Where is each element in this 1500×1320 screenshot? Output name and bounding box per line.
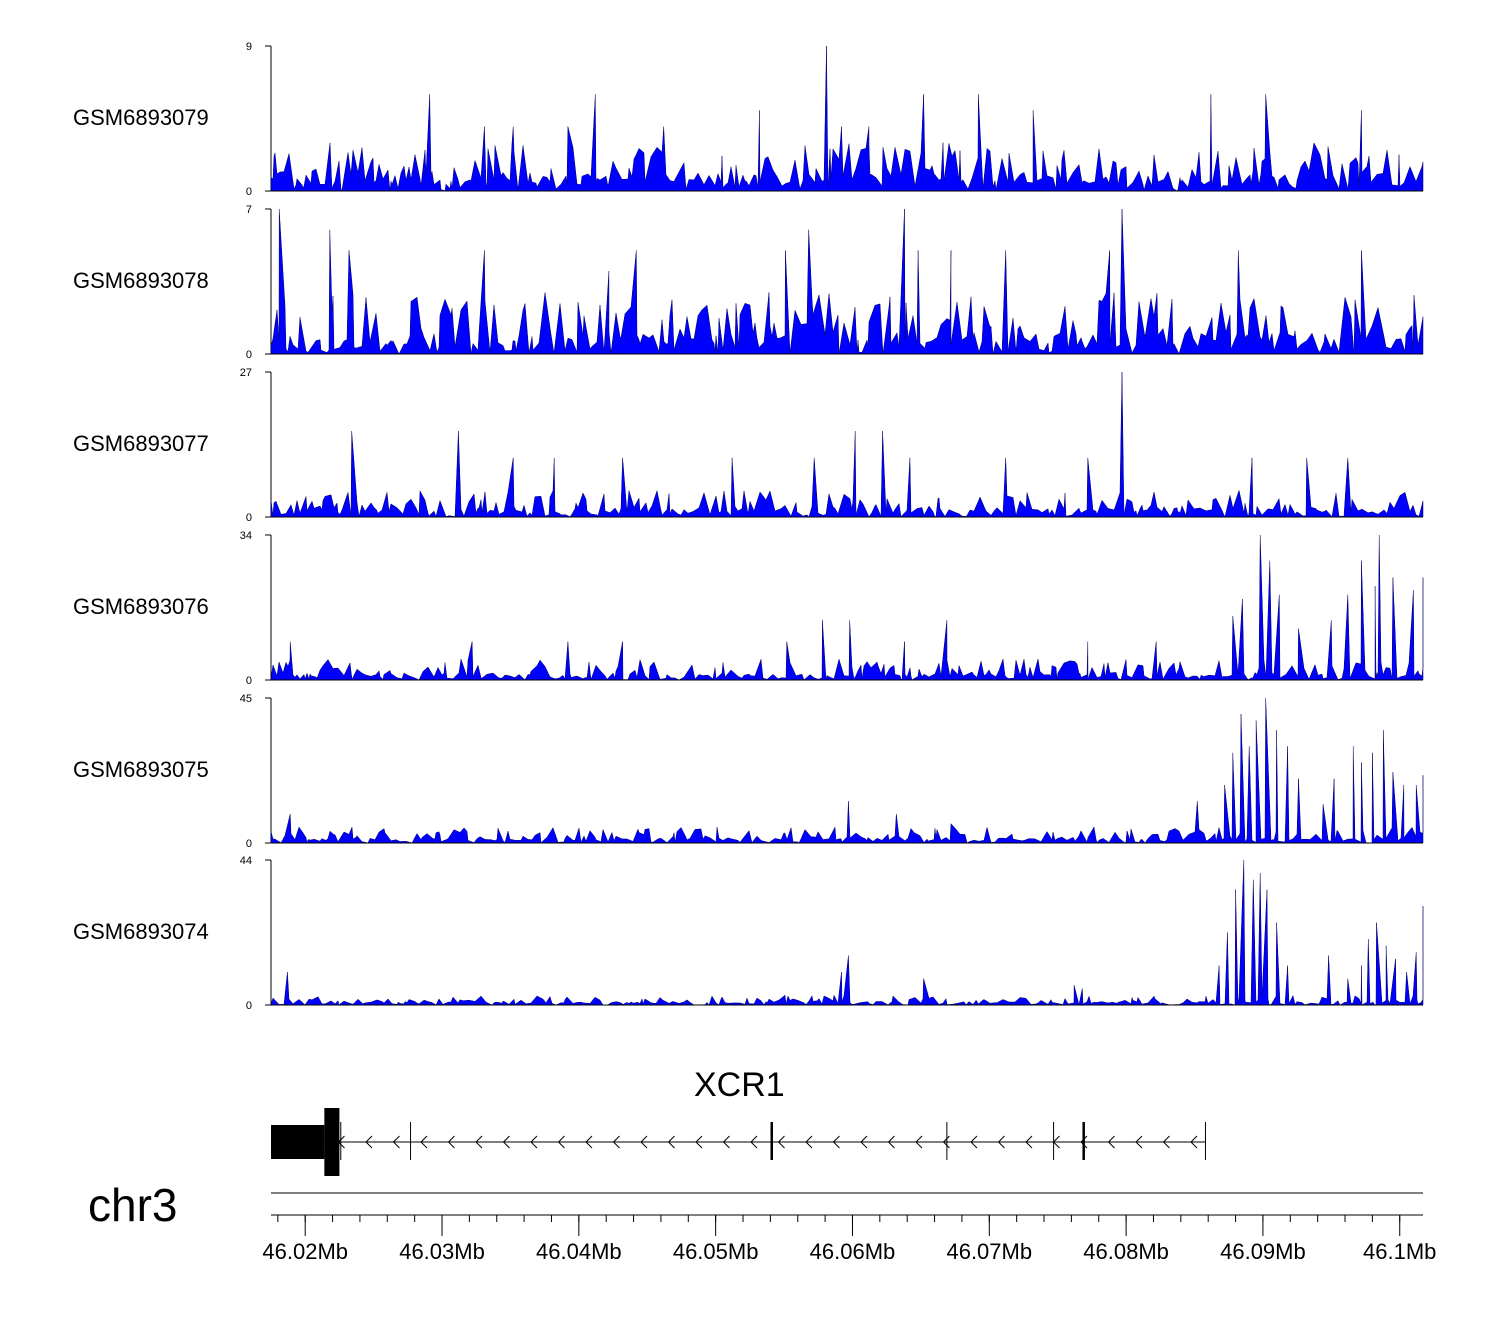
gene-strand-arrow bbox=[585, 1135, 593, 1149]
track-label-6: GSM6893074 bbox=[73, 919, 209, 944]
gene-strand-arrow bbox=[695, 1135, 703, 1149]
gene-strand-arrow bbox=[832, 1135, 840, 1149]
gene-strand-arrow bbox=[722, 1135, 730, 1149]
chromosome-label: chr3 bbox=[88, 1179, 178, 1231]
gene-strand-arrow bbox=[365, 1135, 373, 1149]
track-ymin-label: 0 bbox=[246, 838, 252, 850]
track-ymin-label: 0 bbox=[246, 675, 252, 687]
coverage-area-5 bbox=[270, 697, 1424, 844]
track-label-5: GSM6893075 bbox=[73, 757, 209, 782]
gene-strand-arrow bbox=[750, 1135, 758, 1149]
track-ymax-label: 34 bbox=[240, 530, 252, 542]
gene-strand-arrow bbox=[502, 1135, 510, 1149]
gene-strand-arrow bbox=[612, 1135, 620, 1149]
gene-strand-arrow bbox=[640, 1135, 648, 1149]
genome-tick-label: 46.09Mb bbox=[1220, 1239, 1306, 1264]
gene-label: XCR1 bbox=[694, 1066, 785, 1104]
track-label-1: GSM6893079 bbox=[73, 105, 209, 130]
track-ymax-label: 45 bbox=[240, 693, 252, 705]
track-label-4: GSM6893076 bbox=[73, 594, 209, 619]
genome-tick-label: 46.08Mb bbox=[1083, 1239, 1169, 1264]
gene-utr-block bbox=[271, 1125, 325, 1159]
gene-strand-arrow bbox=[1162, 1135, 1170, 1149]
gene-strand-arrow bbox=[1025, 1135, 1033, 1149]
gene-strand-arrow bbox=[1135, 1135, 1143, 1149]
coverage-area-4 bbox=[270, 534, 1424, 681]
gene-strand-arrow bbox=[942, 1135, 950, 1149]
genome-tick-label: 46.1Mb bbox=[1363, 1239, 1436, 1264]
gene-strand-arrow bbox=[1190, 1135, 1198, 1149]
gene-strand-arrow bbox=[392, 1135, 400, 1149]
track-label-2: GSM6893078 bbox=[73, 268, 209, 293]
track-ymax-label: 44 bbox=[240, 855, 252, 867]
gene-strand-arrow bbox=[475, 1135, 483, 1149]
track-ymax-label: 9 bbox=[246, 41, 252, 53]
gene-strand-arrow bbox=[970, 1135, 978, 1149]
track-ymin-label: 0 bbox=[246, 186, 252, 198]
genome-tick-label: 46.03Mb bbox=[399, 1239, 485, 1264]
gene-strand-arrow bbox=[667, 1135, 675, 1149]
genome-tick-label: 46.05Mb bbox=[673, 1239, 759, 1264]
gene-strand-arrow bbox=[860, 1135, 868, 1149]
track-ymin-label: 0 bbox=[246, 1000, 252, 1012]
gene-strand-arrow bbox=[447, 1135, 455, 1149]
track-label-3: GSM6893077 bbox=[73, 431, 209, 456]
gene-strand-arrow bbox=[887, 1135, 895, 1149]
gene-strand-arrow bbox=[1080, 1135, 1088, 1149]
gene-strand-arrow bbox=[805, 1135, 813, 1149]
gene-cds-block bbox=[324, 1108, 340, 1176]
gene-strand-arrow bbox=[777, 1135, 785, 1149]
genome-tick-label: 46.06Mb bbox=[810, 1239, 896, 1264]
genome-tick-label: 46.07Mb bbox=[946, 1239, 1032, 1264]
gene-strand-arrow bbox=[1107, 1135, 1115, 1149]
track-ymax-label: 27 bbox=[240, 367, 252, 379]
coverage-area-3 bbox=[270, 371, 1424, 518]
track-ymin-label: 0 bbox=[246, 512, 252, 524]
gene-strand-arrow bbox=[420, 1135, 428, 1149]
gene-strand-arrow bbox=[997, 1135, 1005, 1149]
track-ymax-label: 7 bbox=[246, 204, 252, 216]
genome-tick-label: 46.02Mb bbox=[262, 1239, 348, 1264]
gene-strand-arrow bbox=[530, 1135, 538, 1149]
gene-strand-arrow bbox=[915, 1135, 923, 1149]
coverage-area-1 bbox=[270, 45, 1424, 192]
track-ymin-label: 0 bbox=[246, 349, 252, 361]
genome-tick-label: 46.04Mb bbox=[536, 1239, 622, 1264]
gene-strand-arrow bbox=[557, 1135, 565, 1149]
coverage-area-2 bbox=[270, 208, 1424, 355]
coverage-area-6 bbox=[270, 859, 1424, 1006]
